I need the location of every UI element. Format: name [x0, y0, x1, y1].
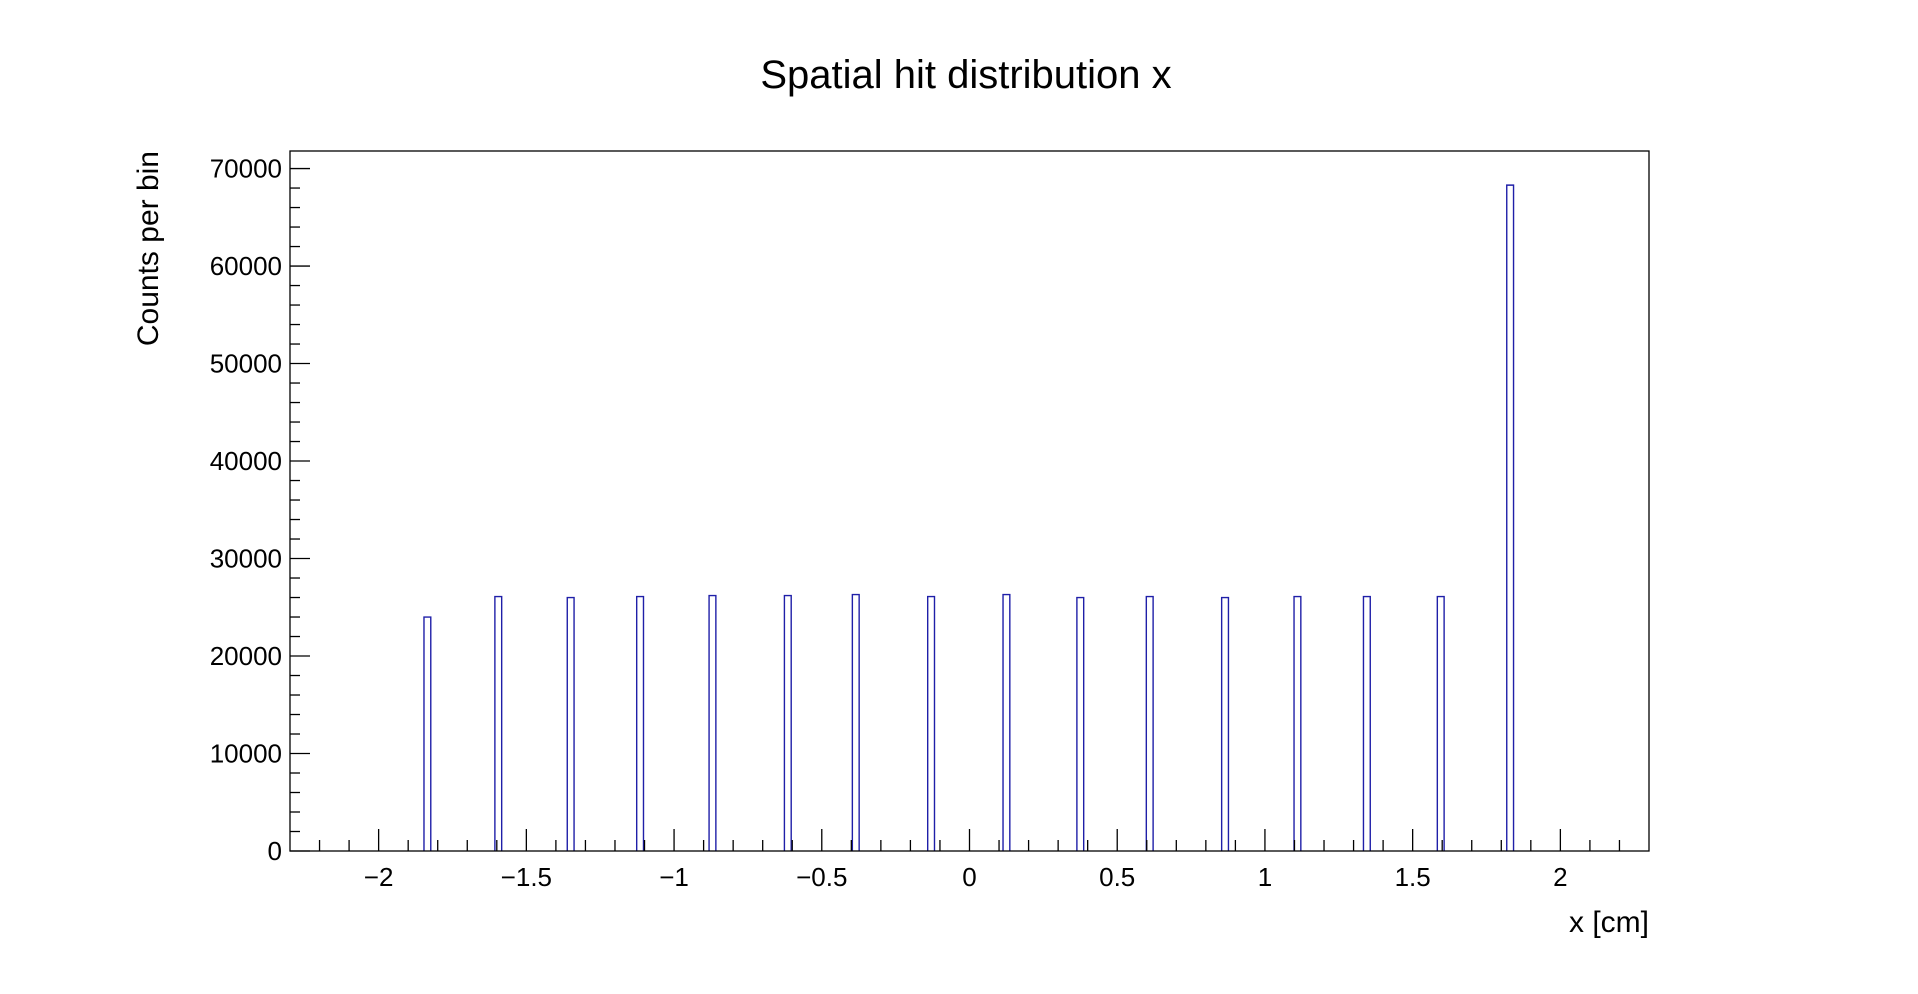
y-axis-label: Counts per bin	[132, 151, 165, 346]
y-tick-label: 50000	[210, 349, 282, 379]
x-tick-label: −1	[659, 862, 689, 892]
y-tick-label: 20000	[210, 641, 282, 671]
histogram-bin-14	[1362, 595, 1371, 851]
histogram-bin-16	[1506, 184, 1515, 851]
histogram-bin-11	[1145, 595, 1154, 851]
histogram-bin-15	[1436, 595, 1445, 851]
plot-area: −2 −1.5 −1 −0.5 0 0.5 1 1.5 2 0 10000 20000 30000 400…	[210, 154, 1621, 892]
x-axis-label: x [cm]	[1569, 906, 1649, 939]
x-tick-label: −0.5	[796, 862, 847, 892]
y-tick-label: 10000	[210, 739, 282, 769]
histogram-bin-9	[1002, 593, 1011, 851]
histogram-bin-4	[635, 595, 645, 851]
histogram-bin-3	[566, 596, 575, 851]
x-tick-label: −1.5	[501, 862, 552, 892]
histogram-bin-10	[1076, 596, 1085, 851]
histogram-bin-13	[1293, 595, 1302, 851]
y-tick-label: 0	[268, 836, 282, 866]
chart-title: Spatial hit distribution x	[760, 53, 1171, 97]
y-tick-label: 40000	[210, 446, 282, 476]
histogram-bin-8	[926, 595, 936, 851]
histogram-bin-12	[1220, 596, 1230, 851]
histogram-bin-6	[783, 594, 792, 851]
x-tick-label: 0	[962, 862, 976, 892]
plot-frame	[289, 150, 1650, 852]
histogram-bin-7	[851, 593, 860, 851]
histogram-bin-2	[494, 595, 503, 851]
x-tick-label: 2	[1553, 862, 1567, 892]
y-tick-label: 30000	[210, 544, 282, 574]
x-tick-label: 1	[1258, 862, 1272, 892]
x-tick-label: 0.5	[1099, 862, 1135, 892]
x-tick-label: −2	[364, 862, 394, 892]
x-tick-label: 1.5	[1395, 862, 1431, 892]
y-tick-label: 70000	[210, 154, 282, 184]
histogram-bin-1	[423, 616, 432, 851]
y-tick-label: 60000	[210, 251, 282, 281]
histogram-bin-5	[708, 594, 717, 851]
